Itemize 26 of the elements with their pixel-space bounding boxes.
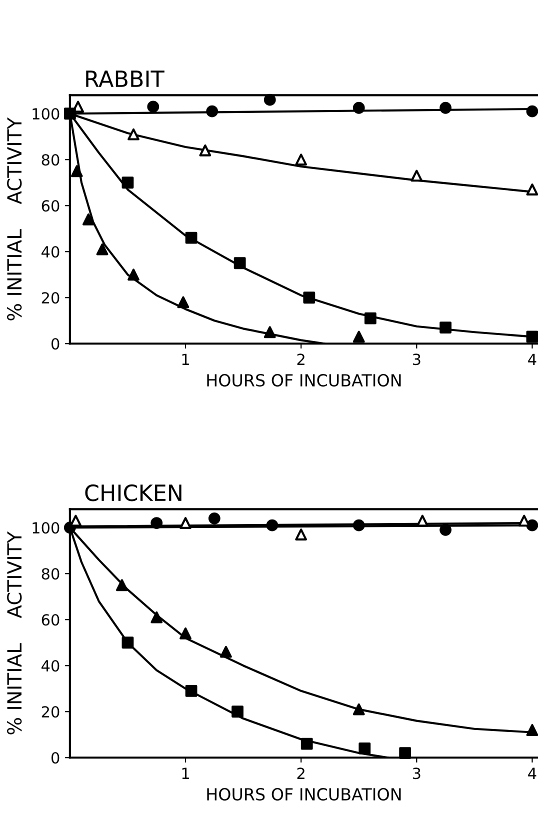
y-tick-label: 80 bbox=[42, 154, 60, 166]
chart-title: RABBIT bbox=[86, 70, 164, 87]
y-tick-label: 100 bbox=[32, 108, 60, 120]
x-tick-label: 2 bbox=[297, 354, 304, 365]
x-tick-label: 4 bbox=[528, 768, 536, 779]
chart-title: CHICKEN bbox=[85, 484, 182, 502]
y-tick-label: 0 bbox=[52, 752, 60, 764]
x-tick-label: 2 bbox=[297, 768, 304, 779]
y-axis-title: % INITIAL ACTIVITY bbox=[7, 531, 22, 734]
y-axis-title: % INITIAL ACTIVITY bbox=[7, 117, 22, 320]
y-tick-label: 60 bbox=[42, 614, 60, 626]
y-tick-label: 40 bbox=[42, 246, 60, 258]
x-tick-label: 3 bbox=[412, 768, 420, 780]
y-tick-label: 60 bbox=[42, 200, 60, 212]
x-tick-label: 1 bbox=[182, 768, 189, 779]
x-tick-label: 3 bbox=[412, 354, 420, 366]
x-tick-label: 1 bbox=[182, 354, 189, 365]
y-tick-label: 80 bbox=[42, 568, 60, 580]
y-tick-label: 100 bbox=[32, 522, 60, 534]
y-tick-label: 20 bbox=[42, 292, 60, 304]
x-tick-label: 4 bbox=[528, 354, 536, 365]
y-tick-label: 20 bbox=[42, 706, 60, 718]
y-tick-label: 40 bbox=[42, 660, 60, 672]
y-tick-label: 0 bbox=[52, 338, 60, 350]
x-axis-title: HOURS OF INCUBATION bbox=[207, 374, 401, 387]
x-axis-title: HOURS OF INCUBATION bbox=[207, 788, 401, 801]
